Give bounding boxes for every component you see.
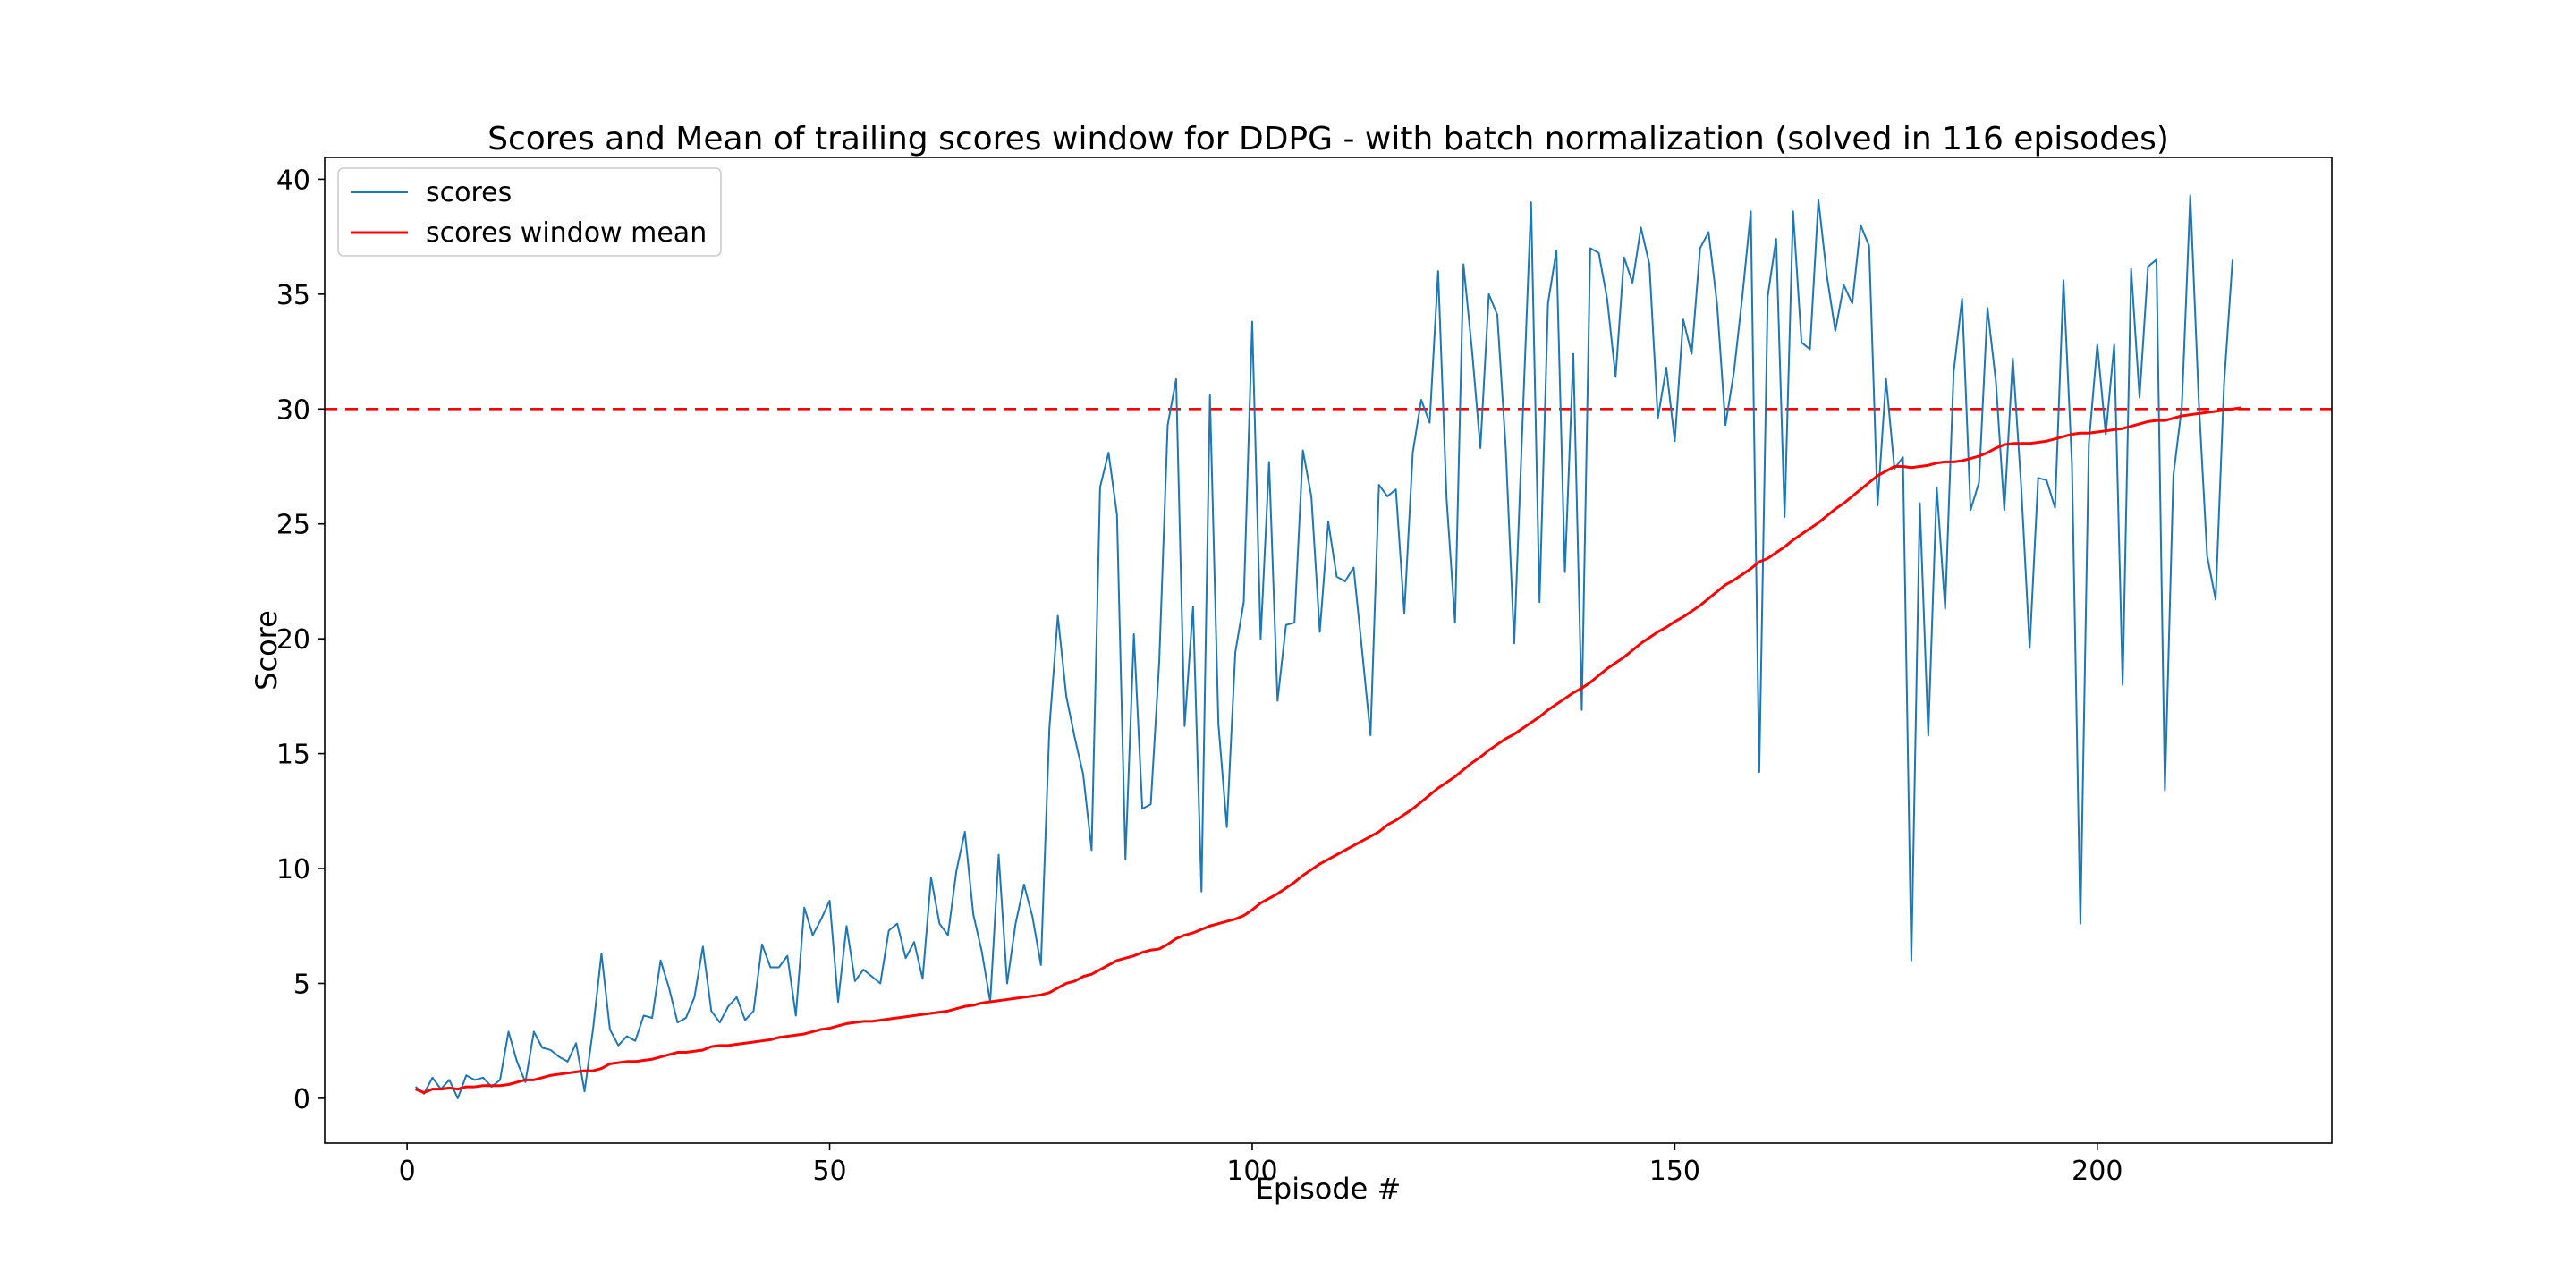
- y-tick-label: 5: [293, 969, 310, 1000]
- series-line-scores-window-mean: [415, 406, 2241, 1094]
- legend-box: [337, 167, 722, 257]
- x-tick-label: 100: [1226, 1156, 1277, 1187]
- plot-area: [325, 194, 2332, 1099]
- y-tick-label: 35: [276, 280, 310, 311]
- y-tick-label: 20: [276, 624, 310, 656]
- legend-label-scores: scores: [426, 177, 512, 208]
- chart-title: Scores and Mean of trailing scores windo…: [487, 121, 2169, 157]
- y-axis: 0 5 10 15 20 25 30 35 40: [276, 165, 325, 1115]
- x-axis-label: Episode #: [1256, 1172, 1402, 1206]
- legend: scores scores window mean: [337, 167, 722, 257]
- x-tick-label: 0: [399, 1156, 416, 1187]
- x-tick-label: 50: [812, 1156, 846, 1187]
- x-tick-label: 150: [1649, 1156, 1700, 1187]
- y-tick-label: 10: [276, 854, 310, 886]
- y-tick-label: 25: [276, 510, 310, 541]
- y-axis-label: Score: [250, 610, 284, 691]
- plot-frame: [324, 157, 2333, 1144]
- x-tick-label: 200: [2072, 1156, 2123, 1187]
- legend-label-scores-window-mean: scores window mean: [426, 217, 707, 249]
- y-tick-label: 30: [276, 394, 310, 426]
- x-axis: 0 50 100 150 200: [399, 1143, 2123, 1187]
- y-tick-label: 0: [293, 1084, 310, 1115]
- y-tick-label: 15: [276, 740, 310, 771]
- series-line-scores: [414, 194, 2233, 1099]
- y-tick-label: 40: [276, 165, 310, 196]
